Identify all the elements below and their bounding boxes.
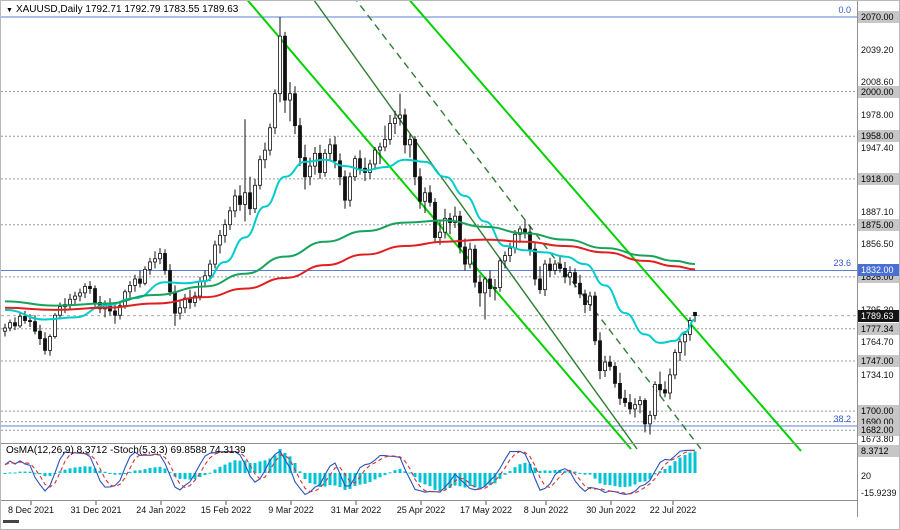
fib-level-label: 0.0 — [838, 5, 851, 15]
price-axis-label: 1734.10 — [861, 369, 894, 380]
osma-value-box: 8.3712 — [858, 445, 899, 458]
panel-axis-mid: 20 — [861, 471, 872, 481]
price-axis-label: 1887.10 — [861, 206, 894, 217]
current-price-box: 1789.63 — [858, 309, 899, 322]
ma-red — [4, 238, 696, 311]
time-axis-label: 31 Mar 2022 — [330, 505, 382, 515]
level-lines-layer — [1, 91, 857, 431]
price-axis-label: 1947.40 — [861, 142, 894, 153]
separators-layer — [1, 443, 857, 505]
time-axis-label: 31 Dec 2021 — [70, 505, 122, 515]
price-axis-label: 1856.50 — [861, 239, 894, 250]
fib-level-label: 23.6 — [833, 258, 851, 269]
chart-canvas[interactable] — [1, 1, 857, 517]
price-level-box: 2000.00 — [858, 85, 899, 98]
price-level-box: 1875.00 — [858, 218, 899, 231]
channel-line-left[interactable] — [244, 1, 632, 450]
ma-lines-layer — [4, 158, 696, 344]
time-axis-label: 25 Apr 2022 — [396, 505, 446, 515]
fib-level-label: 38.2 — [833, 413, 851, 424]
price-level-box: 1700.00 — [858, 405, 899, 418]
time-axis-label: 17 May 2022 — [459, 505, 513, 515]
price-axis-label: 2039.20 — [861, 44, 894, 55]
candles-layer — [3, 17, 697, 435]
time-axis-label: 8 Dec 2021 — [7, 505, 55, 515]
symbol-marker-icon: ▼ — [6, 7, 13, 14]
price-level-box: 2070.00 — [858, 11, 899, 23]
indicator-panel-layer — [3, 449, 697, 496]
scrollbar-thumb[interactable] — [3, 520, 19, 523]
price-level-box: 1747.00 — [858, 355, 899, 368]
price-axis-label: 2008.60 — [861, 77, 894, 88]
price-level-box: 1777.34 — [858, 322, 899, 335]
trend-line-dark[interactable] — [311, 1, 638, 450]
time-axis-label: 30 Jun 2022 — [586, 505, 636, 515]
price-level-box: 1918.00 — [858, 172, 899, 185]
channel-line-right[interactable] — [406, 1, 802, 452]
price-axis-label: 1795.30 — [861, 305, 894, 316]
time-axis-label: 15 Feb 2022 — [200, 505, 252, 515]
price-axis-label: 1673.80 — [861, 433, 894, 444]
trendlines-layer — [244, 1, 802, 452]
ma-green — [4, 219, 696, 307]
indicator-label: OsMA(12,26,9) 8.3712 -Stoch(5,3,3) 69.85… — [6, 445, 246, 456]
price-axis-label: 1978.00 — [861, 109, 894, 120]
price-level-box: 1958.00 — [858, 130, 899, 143]
ma-cyan — [4, 158, 696, 344]
time-axis-label: 22 Jul 2022 — [649, 505, 697, 515]
chart-header: ▼ XAUUSD,Daily 1792.71 1792.79 1783.55 17… — [6, 4, 238, 15]
time-axis-label: 8 Jun 2022 — [523, 505, 569, 515]
stoch-signal-line — [4, 449, 696, 495]
price-axis-label: 1764.70 — [861, 337, 894, 348]
symbol-quote-label: XAUUSD,Daily 1792.71 1792.79 1783.55 178… — [15, 4, 239, 15]
time-axis-label: 9 Mar 2022 — [268, 505, 314, 515]
fib-price-box: 1832.00 — [858, 264, 899, 277]
price-level-box: 1682.00 — [858, 424, 899, 437]
price-axis[interactable]: 2039.20 2008.60 1978.00 1947.40 1887.10 1856.… — [857, 1, 899, 517]
stoch-main-line — [4, 449, 696, 496]
panel-axis-bottom: -15.9239 — [861, 488, 897, 498]
time-axis-label: 24 Jan 2022 — [136, 505, 186, 515]
